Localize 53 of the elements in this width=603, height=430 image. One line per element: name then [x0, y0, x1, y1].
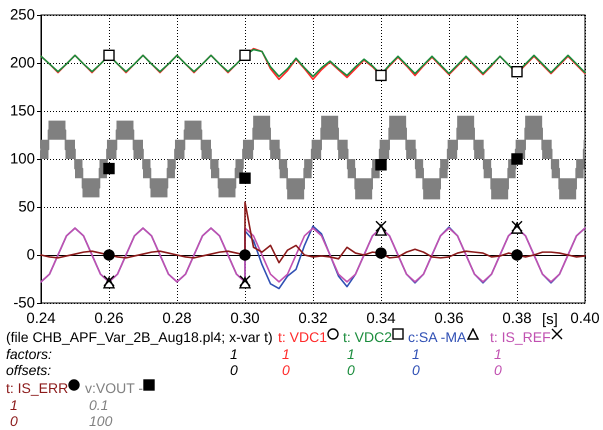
text: factors: — [6, 346, 52, 362]
point — [375, 70, 387, 82]
x-tick-label: 0.26 — [94, 310, 124, 327]
text: 1 — [494, 346, 502, 362]
x-tick-label: 0.24 — [26, 310, 56, 327]
x-axis-title: [s] — [542, 311, 558, 328]
text: 0 — [494, 362, 502, 378]
point — [103, 249, 115, 261]
text: 1 — [282, 346, 290, 362]
text: 0.1 — [89, 397, 108, 413]
text: 0 — [412, 362, 420, 378]
point — [375, 247, 387, 259]
text: offsets: — [6, 362, 52, 378]
x-tick-label: 0.32 — [298, 310, 328, 327]
x-tick-label: 0.36 — [434, 310, 464, 327]
point — [103, 162, 115, 174]
text: v:VOUT - — [85, 380, 144, 396]
text: t: IS_REF — [490, 329, 551, 345]
point — [239, 172, 251, 184]
text: 1 — [10, 397, 18, 413]
text: t: VDC1 — [278, 329, 328, 345]
x-tick-label: 0.34 — [366, 310, 396, 327]
line-series — [40, 201, 586, 264]
text: (file CHB_APF_Var_2B_Aug18.pl4; x-var t) — [6, 329, 273, 345]
y-tick-label: 0 — [26, 246, 35, 264]
text: 1 — [412, 346, 420, 362]
y-tick-label: 100 — [10, 150, 35, 168]
y-tick-label: 250 — [10, 6, 35, 24]
point — [375, 159, 387, 170]
text: 1 — [230, 346, 238, 362]
text: 100 — [89, 413, 113, 429]
point — [511, 249, 523, 261]
point — [239, 249, 251, 261]
x-tick-label: 0.30 — [230, 310, 260, 327]
point — [375, 220, 387, 232]
text: t: IS_ERR — [6, 380, 68, 396]
y-tick-label: 200 — [10, 54, 35, 72]
x-tick-label: 0.40 — [570, 310, 600, 327]
y-tick-label: 50 — [18, 198, 35, 216]
x-tick-label: 0.38 — [502, 310, 532, 327]
text: 1 — [347, 346, 355, 362]
point — [103, 50, 115, 62]
y-tick-label: 150 — [10, 102, 35, 120]
y-tick-label: -50 — [13, 294, 35, 312]
text: c:SA -MA — [408, 329, 468, 345]
x-tick-label: 0.28 — [162, 310, 192, 327]
point — [511, 66, 523, 78]
text: t: VDC2 — [343, 329, 392, 345]
text: 0 — [347, 362, 355, 378]
text: 0 — [282, 362, 290, 378]
point — [511, 153, 523, 165]
text: 0 — [230, 362, 238, 378]
point — [239, 50, 251, 62]
